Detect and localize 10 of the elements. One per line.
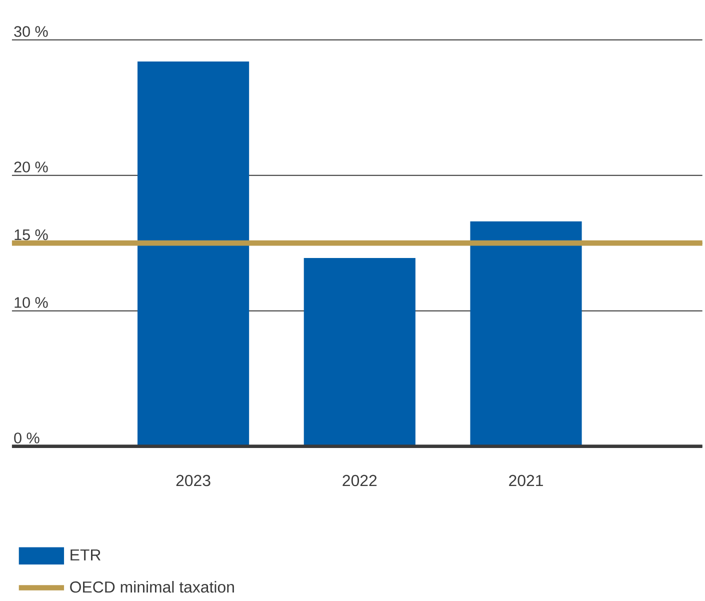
y-tick-label: 0 % (14, 432, 40, 444)
y-tick-label: 20 % (14, 162, 48, 173)
x-tick-label: 2022 (342, 475, 377, 486)
x-tick-label: 2021 (509, 475, 543, 486)
y-tick-label: 10 % (14, 297, 48, 308)
legend-label: ETR (70, 550, 100, 561)
y-tick-label: 30 % (14, 26, 48, 38)
x-tick-label: 2023 (176, 475, 210, 486)
legend-label: OECD minimal taxation (70, 581, 234, 593)
y-tick-label: 15 % (14, 230, 48, 240)
